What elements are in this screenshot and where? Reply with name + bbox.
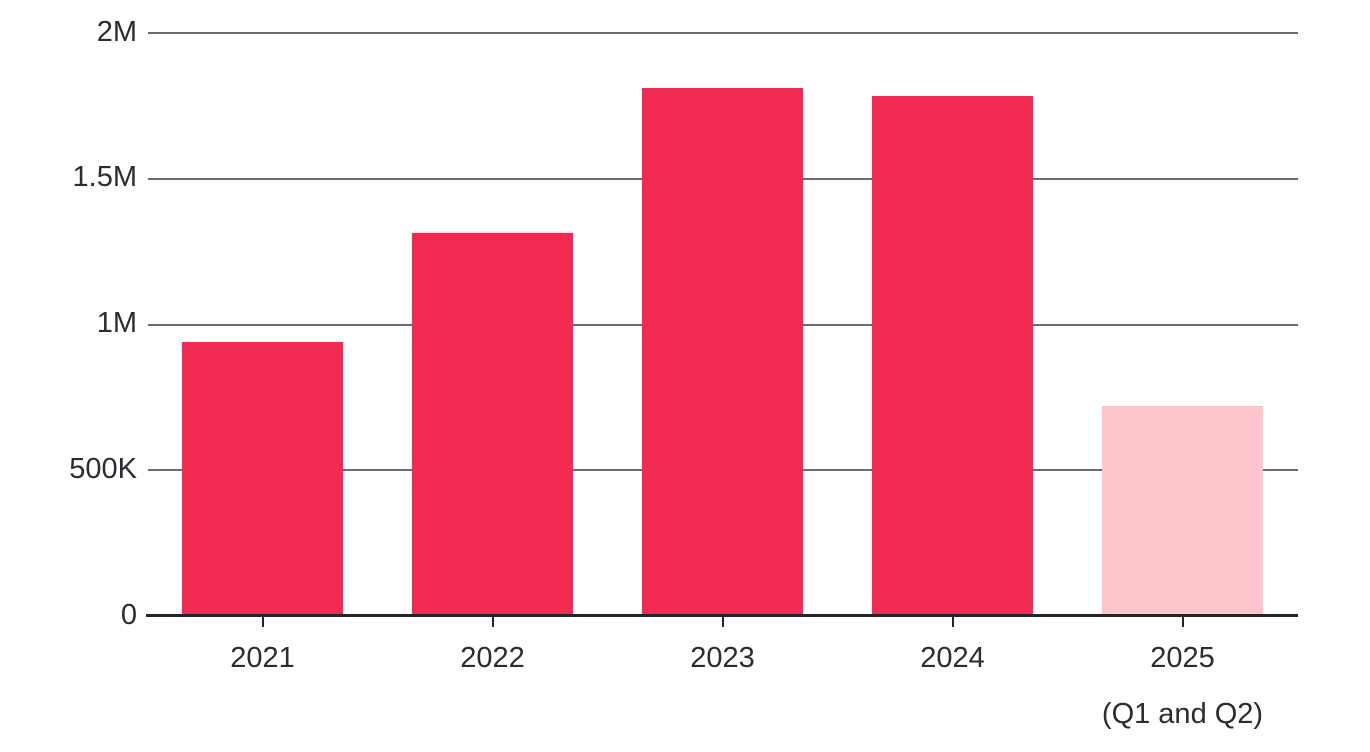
bar-2024 [872,95,1033,616]
x-axis-category-sublabel: (Q1 and Q2) [1101,697,1264,730]
x-axis-tick [721,616,724,627]
bar-2025 [1102,406,1263,616]
y-axis-tick-label: 0 [120,598,137,631]
y-axis-tick-label: 1.5M [72,161,137,194]
bar-2021 [182,341,343,616]
y-axis-tick-label: 2M [96,15,137,48]
x-axis-category-label: 2022 [460,641,525,674]
x-axis-category-label: 2025 [1150,641,1215,674]
x-axis-line [146,614,1298,617]
x-axis-tick [261,616,264,627]
x-axis-tick [491,616,494,627]
x-axis-category-label: 2021 [230,641,295,674]
y-axis-tick-label: 500K [69,452,137,485]
gridline-2m [148,32,1298,34]
x-axis-category-label: 2024 [920,641,985,674]
x-axis-tick [1181,616,1184,627]
x-axis-tick [951,616,954,627]
x-axis-category-label: 2023 [690,641,755,674]
y-axis-tick-label: 1M [96,307,137,339]
bar-2022 [412,232,573,616]
bar-2023 [642,88,803,616]
